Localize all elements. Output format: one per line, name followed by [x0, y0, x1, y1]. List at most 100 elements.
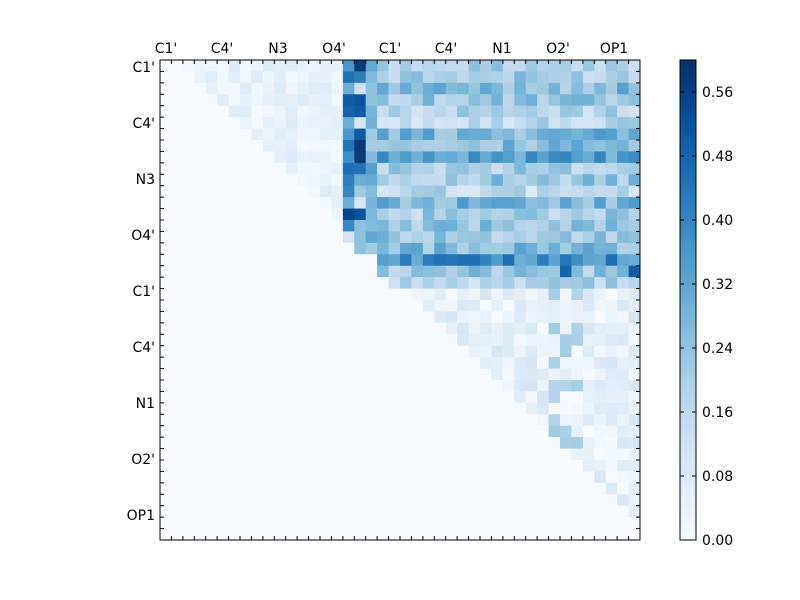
- heatmap-cell: [171, 528, 184, 541]
- heatmap-cell: [582, 345, 595, 358]
- heatmap-cell: [160, 197, 172, 209]
- heatmap-cell: [205, 128, 218, 141]
- heatmap-cell: [217, 425, 229, 438]
- heatmap-cell: [160, 140, 172, 152]
- heatmap-cell: [388, 231, 401, 244]
- heatmap-cell: [582, 220, 595, 232]
- heatmap-cell: [160, 185, 172, 198]
- heatmap-cell: [468, 254, 481, 267]
- heatmap-cell: [320, 140, 332, 152]
- colorbar-segment: [680, 320, 696, 325]
- heatmap-cell: [274, 254, 287, 267]
- heatmap-cell: [400, 494, 412, 507]
- colorbar-segment: [680, 212, 696, 217]
- heatmap-cell: [560, 300, 572, 312]
- heatmap-cell: [365, 471, 378, 484]
- x-tick-label: C1': [155, 41, 178, 57]
- heatmap-cell: [434, 265, 447, 278]
- heatmap-cell: [217, 300, 229, 312]
- heatmap-cell: [297, 517, 309, 529]
- heatmap-cell: [628, 71, 641, 84]
- heatmap-cell: [434, 300, 447, 312]
- heatmap-cell: [354, 460, 367, 472]
- colorbar-segment: [680, 516, 696, 521]
- heatmap-cell: [182, 140, 195, 152]
- colorbar-tick-label: 0.00: [702, 533, 733, 549]
- heatmap-cell: [502, 368, 515, 381]
- colorbar-segment: [680, 392, 696, 397]
- colorbar-segment: [680, 472, 696, 477]
- heatmap-cell: [491, 71, 504, 84]
- heatmap-cell: [422, 82, 435, 95]
- heatmap-cell: [297, 402, 309, 415]
- heatmap-cell: [182, 220, 195, 232]
- colorbar-tick-label: 0.48: [702, 149, 733, 165]
- heatmap-cell: [251, 231, 264, 244]
- colorbar-segment: [680, 68, 696, 73]
- heatmap-cell: [422, 174, 435, 187]
- heatmap-cell: [388, 460, 401, 472]
- heatmap-cell: [377, 162, 389, 175]
- heatmap-cell: [160, 334, 172, 347]
- heatmap-cell: [594, 94, 607, 107]
- heatmap-cell: [331, 231, 344, 244]
- colorbar-segment: [680, 152, 696, 157]
- heatmap-cell: [297, 208, 309, 221]
- heatmap-cell: [594, 300, 607, 312]
- heatmap-cell: [491, 117, 504, 129]
- heatmap-cell: [445, 288, 458, 301]
- heatmap-cell: [205, 162, 218, 175]
- heatmap-cell: [628, 208, 641, 221]
- heatmap-cell: [274, 402, 287, 415]
- colorbar-segment: [680, 244, 696, 249]
- heatmap-cell: [422, 311, 435, 324]
- heatmap-cell: [605, 311, 618, 324]
- heatmap-cell: [160, 391, 172, 404]
- heatmap-cell: [342, 231, 355, 244]
- heatmap-cell: [377, 414, 389, 427]
- heatmap-cell: [217, 208, 229, 221]
- heatmap-cell: [274, 185, 287, 198]
- heatmap-cell: [617, 311, 629, 324]
- heatmap-cell: [457, 151, 469, 164]
- heatmap-cell: [548, 231, 561, 244]
- heatmap-cell: [445, 140, 458, 152]
- heatmap-cell: [617, 128, 629, 141]
- heatmap-cell: [411, 71, 424, 84]
- heatmap-cell: [525, 505, 538, 518]
- heatmap-cell: [594, 71, 607, 84]
- heatmap-cell: [422, 128, 435, 141]
- heatmap-cell: [605, 220, 618, 232]
- heatmap-cell: [502, 254, 515, 267]
- heatmap-cell: [514, 254, 527, 267]
- heatmap-cell: [262, 322, 275, 335]
- heatmap-cell: [502, 357, 515, 369]
- heatmap-cell: [480, 242, 492, 255]
- heatmap-cell: [434, 94, 447, 107]
- heatmap-cell: [377, 94, 389, 107]
- heatmap-cell: [422, 322, 435, 335]
- heatmap-cell: [228, 208, 241, 221]
- heatmap-cell: [274, 300, 287, 312]
- heatmap-cell: [251, 82, 264, 95]
- heatmap-cell: [205, 60, 218, 72]
- heatmap-cell: [342, 494, 355, 507]
- heatmap-cell: [285, 345, 298, 358]
- heatmap-cell: [262, 174, 275, 187]
- heatmap-cell: [628, 334, 641, 347]
- heatmap-cell: [240, 208, 252, 221]
- heatmap-cell: [457, 277, 469, 289]
- heatmap-cell: [445, 162, 458, 175]
- colorbar-segment: [680, 376, 696, 381]
- colorbar-segment: [680, 80, 696, 85]
- heatmap-cell: [205, 311, 218, 324]
- heatmap-cell: [342, 402, 355, 415]
- heatmap-cell: [605, 197, 618, 209]
- heatmap-cell: [457, 242, 469, 255]
- heatmap-cell: [171, 288, 184, 301]
- heatmap-cell: [342, 140, 355, 152]
- heatmap-cell: [331, 197, 344, 209]
- heatmap-cell: [182, 334, 195, 347]
- heatmap-cell: [514, 105, 527, 118]
